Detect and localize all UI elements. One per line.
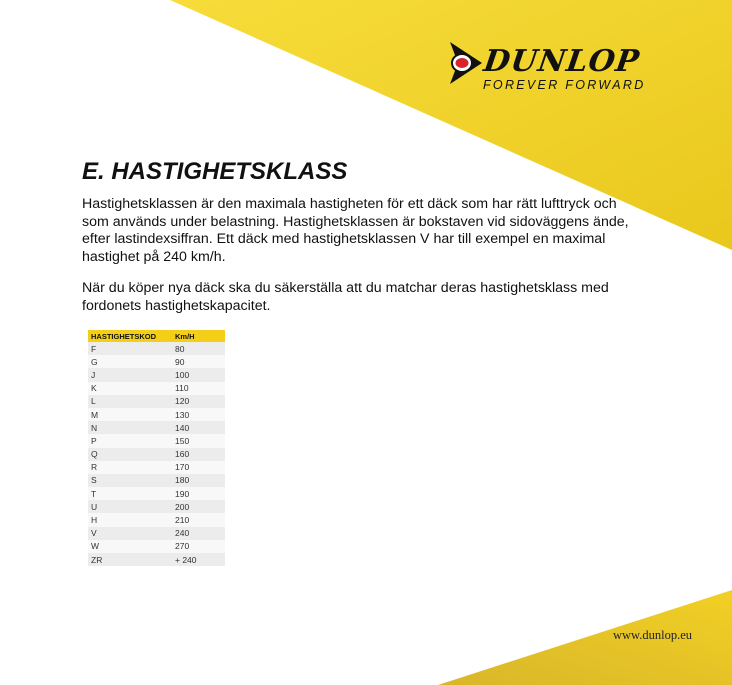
- table-row: F 80: [88, 342, 225, 356]
- table-row: S 180: [88, 473, 225, 488]
- speed-code: H: [88, 513, 172, 527]
- table-row: L 120: [88, 394, 225, 408]
- brand-tagline: FOREVER FORWARD: [483, 78, 646, 92]
- table-row: N 140: [88, 421, 225, 435]
- speed-code: U: [88, 500, 172, 514]
- speed-code: M: [88, 407, 172, 422]
- speed-code: L: [88, 394, 172, 408]
- bottom-yellow-band: [438, 590, 732, 685]
- speed-kmh: 100: [172, 368, 225, 382]
- table-row: G 90: [88, 355, 225, 369]
- speed-kmh: 210: [172, 513, 225, 527]
- speed-kmh: 200: [172, 500, 225, 514]
- column-header-code: HASTIGHETSKOD: [88, 330, 172, 342]
- table-row: H 210: [88, 513, 225, 527]
- speed-kmh: 130: [172, 407, 225, 422]
- table-row: M 130: [88, 407, 225, 422]
- speed-kmh: 240: [172, 526, 225, 540]
- speed-code: S: [88, 473, 172, 488]
- speed-code: Q: [88, 447, 172, 461]
- speed-code: F: [88, 342, 172, 356]
- table-row: T 190: [88, 487, 225, 501]
- page-title: E. HASTIGHETSKLASS: [82, 158, 348, 185]
- speed-kmh: 190: [172, 487, 225, 501]
- top-yellow-band: [170, 0, 732, 250]
- speed-code: G: [88, 355, 172, 369]
- speed-code: R: [88, 460, 172, 474]
- speed-code: N: [88, 421, 172, 435]
- brand-name: DUNLOP: [481, 44, 642, 79]
- speed-kmh: 270: [172, 539, 225, 553]
- dunlop-logo-icon: [450, 42, 482, 84]
- speed-kmh: 150: [172, 434, 225, 448]
- speed-kmh: + 240: [172, 553, 225, 567]
- table-row: K 110: [88, 381, 225, 395]
- table-row: ZR + 240: [88, 553, 225, 567]
- paragraph-1: Hastighetsklassen är den maximala hastig…: [82, 196, 629, 265]
- speed-class-table: HASTIGHETSKOD Km/H F 80 G 90 J 100 K 110 L 120 M 13…: [88, 330, 225, 567]
- speed-kmh: 80: [172, 342, 225, 356]
- speed-code: ZR: [88, 553, 172, 567]
- speed-kmh: 180: [172, 473, 225, 488]
- speed-kmh: 110: [172, 381, 225, 395]
- table-row: V 240: [88, 526, 225, 540]
- speed-code: P: [88, 434, 172, 448]
- speed-kmh: 90: [172, 355, 225, 369]
- table-row: P 150: [88, 434, 225, 448]
- column-header-kmh: Km/H: [172, 330, 225, 342]
- table-row: Q 160: [88, 447, 225, 461]
- paragraph-2: När du köper nya däck ska du säkerställa…: [82, 280, 609, 314]
- table-row: R 170: [88, 460, 225, 474]
- speed-code: T: [88, 487, 172, 501]
- speed-kmh: 170: [172, 460, 225, 474]
- speed-kmh: 140: [172, 421, 225, 435]
- speed-code: K: [88, 381, 172, 395]
- speed-code: J: [88, 368, 172, 382]
- speed-kmh: 120: [172, 394, 225, 408]
- speed-code: W: [88, 539, 172, 553]
- table-row: U 200: [88, 500, 225, 514]
- table-row: J 100: [88, 368, 225, 382]
- website-url: www.dunlop.eu: [613, 628, 693, 642]
- speed-code: V: [88, 526, 172, 540]
- speed-kmh: 160: [172, 447, 225, 461]
- table-row: W 270: [88, 539, 225, 553]
